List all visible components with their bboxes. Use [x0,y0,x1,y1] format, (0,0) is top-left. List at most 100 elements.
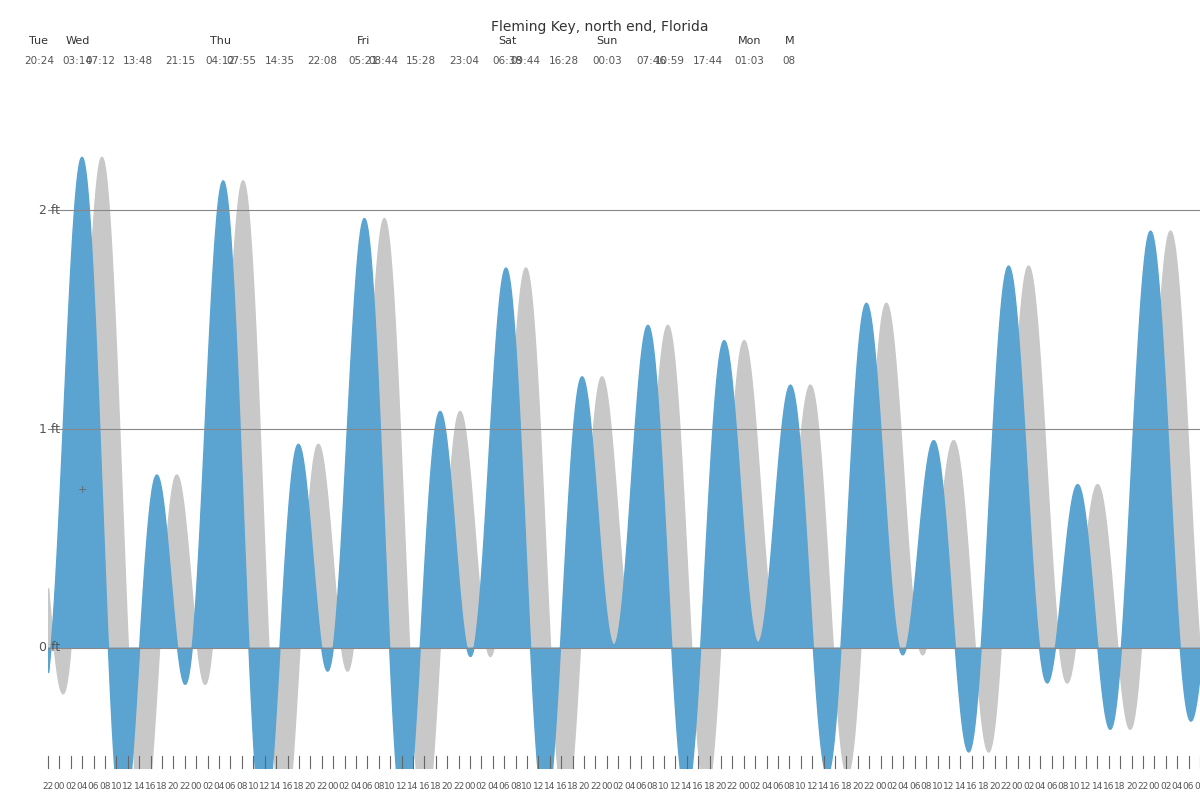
Text: 06: 06 [224,782,236,791]
Text: 02: 02 [338,782,350,791]
Text: 14: 14 [682,782,692,791]
Text: 04: 04 [1034,782,1046,791]
Text: 23:04: 23:04 [450,56,480,66]
Text: 10: 10 [658,782,670,791]
Text: 18: 18 [293,782,305,791]
Text: 01:03: 01:03 [734,56,764,66]
Text: 22: 22 [452,782,464,791]
Text: 22: 22 [179,782,191,791]
Text: 20: 20 [1126,782,1138,791]
Text: 04: 04 [761,782,773,791]
Text: 10: 10 [384,782,396,791]
Text: 00: 00 [464,782,475,791]
Text: 2 ft: 2 ft [40,204,60,217]
Text: 04: 04 [77,782,88,791]
Text: 13:48: 13:48 [124,56,154,66]
Text: 08: 08 [1194,782,1200,791]
Text: 14: 14 [407,782,419,791]
Text: 08: 08 [1057,782,1069,791]
Text: 08: 08 [782,56,796,66]
Text: 17:44: 17:44 [692,56,724,66]
Text: 22: 22 [1001,782,1012,791]
Text: 14: 14 [1092,782,1103,791]
Text: Sun: Sun [596,36,618,46]
Text: Mon: Mon [738,36,762,46]
Text: Fleming Key, north end, Florida: Fleming Key, north end, Florida [491,20,709,34]
Text: 08: 08 [784,782,796,791]
Text: 18: 18 [430,782,442,791]
Text: 00: 00 [738,782,750,791]
Text: 12: 12 [670,782,682,791]
Text: 16: 16 [829,782,841,791]
Text: 12: 12 [396,782,407,791]
Text: 00: 00 [54,782,65,791]
Text: 15:28: 15:28 [407,56,437,66]
Text: 00: 00 [191,782,202,791]
Text: 00: 00 [601,782,613,791]
Text: 00:03: 00:03 [593,56,622,66]
Text: 04: 04 [1171,782,1183,791]
Text: 06: 06 [498,782,510,791]
Text: 22: 22 [42,782,54,791]
Text: 14: 14 [133,782,145,791]
Text: 10:59: 10:59 [654,56,684,66]
Text: 02: 02 [1024,782,1034,791]
Text: 18: 18 [1115,782,1126,791]
Text: 18: 18 [566,782,578,791]
Text: 16: 16 [692,782,704,791]
Text: 20: 20 [852,782,864,791]
Text: 12: 12 [1080,782,1092,791]
Text: 21:15: 21:15 [166,56,196,66]
Text: 22: 22 [590,782,601,791]
Text: 06: 06 [1183,782,1194,791]
Text: 07:46: 07:46 [636,56,666,66]
Text: 04:12: 04:12 [205,56,235,66]
Text: 00: 00 [1148,782,1160,791]
Text: 04: 04 [350,782,361,791]
Text: 16: 16 [419,782,430,791]
Text: 10: 10 [796,782,806,791]
Text: 08: 08 [373,782,384,791]
Text: 07:12: 07:12 [85,56,115,66]
Text: 02: 02 [750,782,761,791]
Text: 06:38: 06:38 [493,56,523,66]
Text: 09:44: 09:44 [510,56,540,66]
Text: 02: 02 [1160,782,1171,791]
Text: 20: 20 [715,782,727,791]
Text: 16:28: 16:28 [548,56,578,66]
Text: 06: 06 [635,782,647,791]
Text: 12: 12 [259,782,270,791]
Text: 12: 12 [943,782,955,791]
Text: M: M [785,36,794,46]
Text: 02: 02 [887,782,898,791]
Text: 03:14: 03:14 [62,56,92,66]
Text: 08: 08 [510,782,521,791]
Text: 20: 20 [168,782,179,791]
Text: 14: 14 [270,782,282,791]
Text: 04: 04 [487,782,498,791]
Text: 10: 10 [110,782,122,791]
Text: 14: 14 [544,782,556,791]
Text: 04: 04 [898,782,910,791]
Text: 06: 06 [773,782,784,791]
Text: 06: 06 [361,782,373,791]
Text: 10: 10 [932,782,943,791]
Text: 16: 16 [145,782,156,791]
Text: 16: 16 [282,782,293,791]
Text: 10: 10 [521,782,533,791]
Text: 14: 14 [955,782,966,791]
Text: +: + [78,486,86,495]
Text: 08: 08 [647,782,659,791]
Text: Wed: Wed [66,36,90,46]
Text: 18: 18 [978,782,989,791]
Text: 16: 16 [556,782,568,791]
Text: 07:55: 07:55 [227,56,257,66]
Text: 12: 12 [806,782,818,791]
Text: 18: 18 [703,782,715,791]
Text: 1 ft: 1 ft [40,422,60,435]
Text: 00: 00 [1012,782,1024,791]
Text: Fri: Fri [356,36,371,46]
Text: 22: 22 [1138,782,1148,791]
Text: 08: 08 [236,782,247,791]
Text: 02: 02 [65,782,77,791]
